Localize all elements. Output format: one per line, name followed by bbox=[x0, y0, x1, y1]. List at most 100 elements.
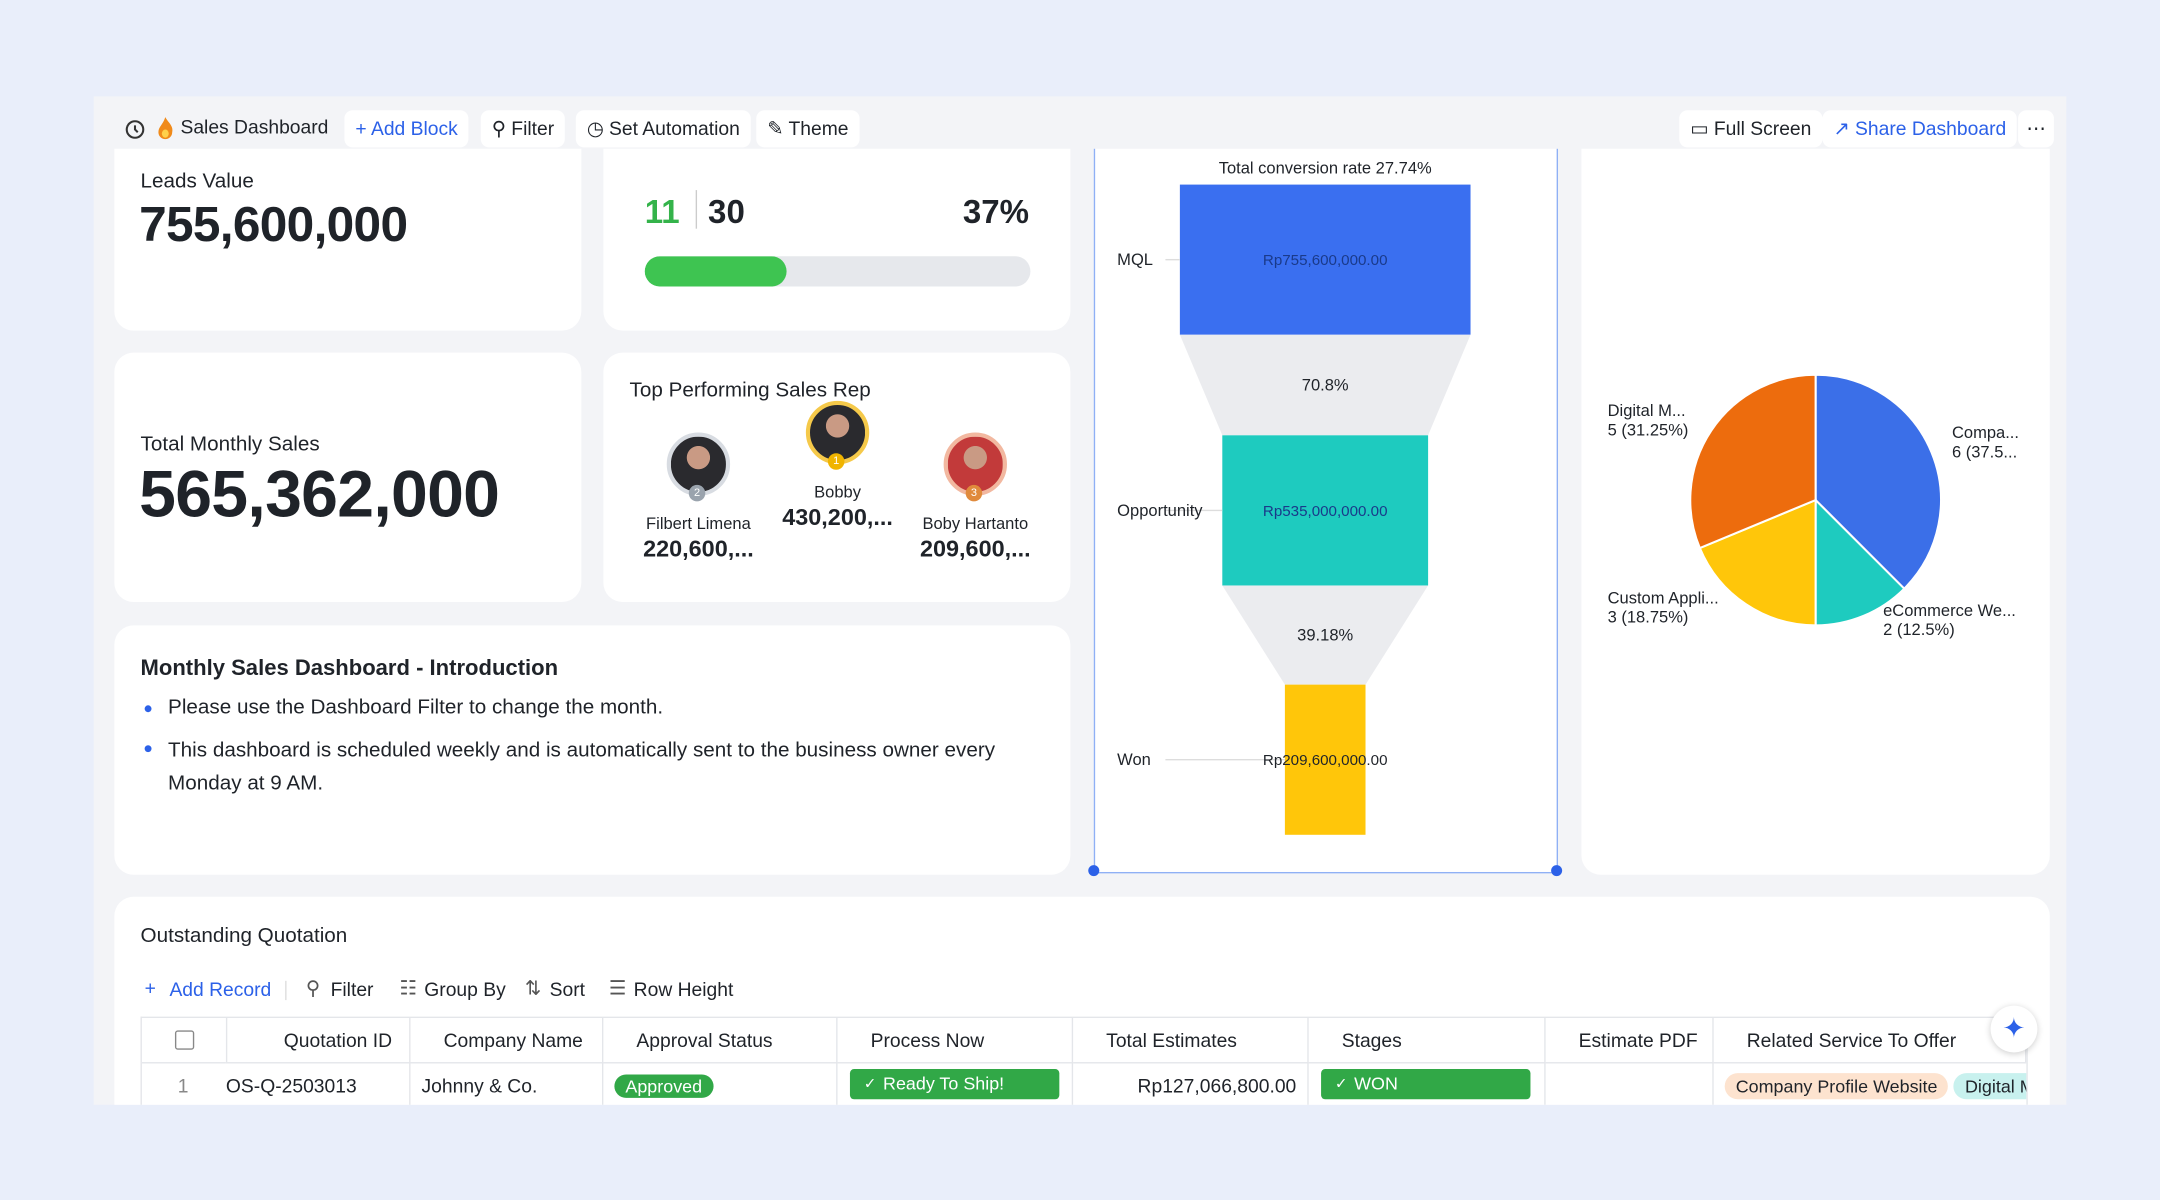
table-tool[interactable]: Filter bbox=[330, 978, 374, 1001]
service-tag: Company Profile Website bbox=[1724, 1073, 1949, 1100]
resize-handle[interactable] bbox=[1088, 865, 1100, 877]
bullet bbox=[144, 745, 152, 753]
funnel-connector bbox=[1221, 585, 1428, 685]
theme-button[interactable]: ✎ Theme bbox=[756, 110, 860, 148]
dashboard: Sales Dashboard + Add Block ⚲ Filter ◷ S… bbox=[93, 96, 2067, 1105]
funnel-card: Total conversion rate 27.74% MQL Rp755,600… bbox=[1088, 148, 1563, 877]
history-icon bbox=[125, 120, 145, 139]
button-label: Filter bbox=[511, 117, 555, 140]
intro-title: Monthly Sales Dashboard - Introduction bbox=[140, 657, 559, 681]
column-header: Stages bbox=[1309, 1018, 1546, 1063]
slice-value-label: 6 (37.5... bbox=[1952, 442, 2017, 461]
rank-badge: 1 bbox=[827, 453, 845, 470]
rank-badge: 3 bbox=[965, 484, 983, 502]
process-bar: Ready To Ship! bbox=[849, 1068, 1060, 1100]
funnel-bar bbox=[1221, 435, 1428, 586]
filter-button[interactable]: ⚲ Filter bbox=[480, 110, 566, 148]
leads-value: 755,600,000 bbox=[139, 195, 408, 253]
more-button[interactable]: ⋯ bbox=[2018, 110, 2054, 148]
pie-slice bbox=[1698, 498, 1817, 627]
header-checkbox bbox=[174, 1030, 195, 1050]
progress-percent: 37% bbox=[962, 194, 1030, 232]
share-button[interactable]: ↗ Share Dashboard bbox=[1822, 110, 2018, 148]
slice-label: Custom Appli... bbox=[1608, 588, 1719, 607]
rep-name: Boby Hartanto bbox=[922, 513, 1029, 534]
pie-slice bbox=[1814, 497, 1906, 627]
progress-bar bbox=[644, 256, 787, 287]
funnel-bar bbox=[1284, 684, 1365, 835]
ai-button[interactable]: ✦ bbox=[1990, 1005, 2038, 1053]
table: Quotation ID Company Name Approval Status P… bbox=[140, 1016, 2028, 1105]
cell: OS-Q-2503013 bbox=[225, 1062, 411, 1105]
funnel-bar bbox=[1179, 184, 1470, 335]
cell: WON ✓ bbox=[1308, 1062, 1546, 1105]
rank-badge: 2 bbox=[688, 484, 706, 502]
column-header: Quotation ID bbox=[226, 1018, 411, 1063]
leads-label: Leads Value bbox=[140, 169, 254, 193]
rep-name: Bobby bbox=[814, 482, 861, 502]
button-label: Add Block bbox=[370, 117, 458, 140]
column-header: Process Now bbox=[838, 1018, 1074, 1063]
rep-amount: 430,200,... bbox=[782, 504, 893, 531]
intro-bullet: This dashboard is scheduled weekly and i… bbox=[168, 738, 996, 795]
slice-label: Compa... bbox=[1952, 423, 2019, 442]
add-block-button[interactable]: + Add Block bbox=[344, 110, 469, 148]
funnel-value-label: Rp535,000,000.00 bbox=[1262, 503, 1387, 520]
stage-label: Opportunity bbox=[1117, 501, 1203, 520]
conversion-label: 39.18% bbox=[1297, 626, 1353, 645]
funnel-title: Total conversion rate 27.74% bbox=[1218, 159, 1431, 178]
fire-icon bbox=[158, 117, 173, 140]
service-tag: Digital M bbox=[1953, 1073, 2027, 1100]
pie-chart: Compa...6 (37.5... eCommerce We...2 (12.5… bbox=[1608, 373, 2019, 639]
button-label: Share Dashboard bbox=[1855, 117, 2007, 140]
funnel-value-label: Rp209,600,000.00 bbox=[1262, 752, 1387, 769]
stage-bar: WON bbox=[1321, 1068, 1531, 1100]
monthly-value: 565,362,000 bbox=[139, 458, 500, 532]
bullet bbox=[144, 705, 152, 713]
button-label: Theme bbox=[788, 117, 849, 140]
progress-total: 30 bbox=[708, 194, 745, 232]
rep-amount: 209,600,... bbox=[919, 535, 1031, 563]
progress-done: 11 bbox=[644, 194, 680, 232]
slice-value-label: 3 (18.75%) bbox=[1608, 608, 1689, 627]
tool-icon: ☷ bbox=[399, 976, 417, 999]
divider bbox=[285, 980, 287, 1001]
dashboard-title: Sales Dashboard bbox=[180, 115, 329, 138]
monthly-label: Total Monthly Sales bbox=[140, 432, 320, 456]
stage-label: MQL bbox=[1117, 250, 1153, 269]
intro-bullet: Please use the Dashboard Filter to chang… bbox=[168, 695, 664, 720]
column-header: Related Service To Offer bbox=[1714, 1018, 2027, 1063]
slice-value-label: 5 (31.25%) bbox=[1608, 420, 1689, 439]
intro-card: Monthly Sales Dashboard - Introduction P… bbox=[114, 625, 1071, 875]
monthly-card: Total Monthly Sales 565,362,000 bbox=[114, 352, 582, 602]
funnel-connector bbox=[1179, 334, 1470, 436]
table-tool[interactable]: Sort bbox=[549, 978, 586, 1001]
rep-amount: 220,600,... bbox=[643, 535, 754, 563]
column-header: Estimate PDF bbox=[1546, 1018, 1714, 1063]
cell: Ready To Ship! ✓ bbox=[837, 1062, 1074, 1105]
column-header: Company Name bbox=[411, 1018, 604, 1063]
leads-card: Leads Value 755,600,000 bbox=[114, 148, 582, 331]
check-icon: ✓ bbox=[863, 1075, 877, 1093]
pie-card: Compa... 6 (37.5... eCommerce We... 2 (12.5… bbox=[1581, 148, 2050, 875]
stage-label: Won bbox=[1117, 750, 1151, 769]
funnel-value-label: Rp755,600,000.00 bbox=[1262, 252, 1387, 269]
table-title: Outstanding Quotation bbox=[140, 924, 348, 948]
divider bbox=[695, 190, 698, 229]
resize-handle[interactable] bbox=[1551, 865, 1563, 877]
full-screen-button[interactable]: ▭ Full Screen bbox=[1679, 110, 1823, 148]
table-tool[interactable]: Group By bbox=[424, 978, 506, 1001]
pie-slice bbox=[1814, 373, 1942, 591]
table-tool[interactable]: Row Height bbox=[633, 978, 734, 1001]
column-header: Approval Status bbox=[603, 1018, 838, 1063]
automation-button[interactable]: ◷ Set Automation bbox=[575, 110, 751, 148]
progress-track bbox=[644, 256, 1031, 287]
tool-icon: + bbox=[144, 976, 156, 999]
cell: Rp127,066,800.00 bbox=[1073, 1062, 1309, 1105]
table-tool[interactable]: Add Record bbox=[169, 978, 272, 1001]
funnel-chart: Total conversion rate 27.74% MQL Rp755,600… bbox=[1117, 159, 1470, 835]
tool-icon: ⚲ bbox=[305, 976, 320, 999]
